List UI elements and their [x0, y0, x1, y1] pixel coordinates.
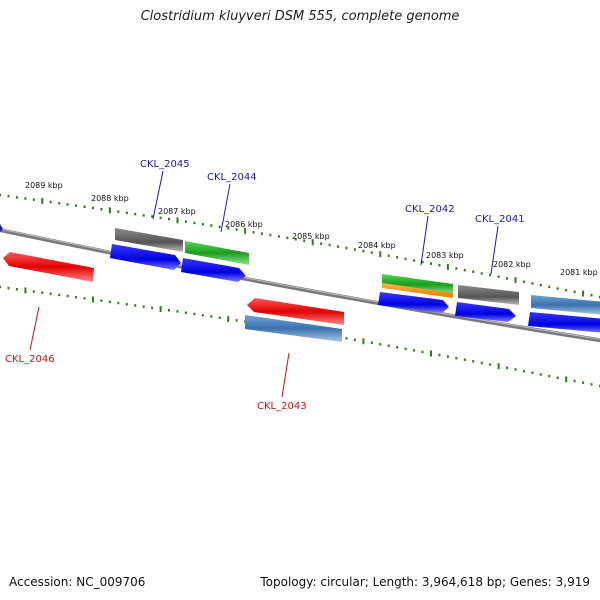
gene-label-ckl-2046[interactable]: CKL_2046 [5, 354, 55, 365]
gene-ckl-2044-upper[interactable] [185, 241, 249, 265]
genes-lower [3, 252, 344, 342]
gene-label-ckl-2043[interactable]: CKL_2043 [257, 401, 307, 412]
kbp-label-2087: 2087 kbp [158, 207, 196, 216]
genome-title: Clostridium kluyveri DSM 555, complete g… [140, 9, 460, 24]
leader-ckl-2044 [220, 183, 231, 233]
kbp-label-2089: 2089 kbp [25, 181, 63, 190]
kbp-label-2085: 2085 kbp [292, 232, 330, 241]
gene-ckl-2041-upper[interactable] [458, 285, 519, 305]
kbp-label-2081: 2081 kbp [560, 268, 598, 277]
gene-arrow-ckl-2043[interactable] [247, 298, 344, 325]
gene-arrow-ckl-2045[interactable] [110, 244, 181, 270]
gene-edge-fragment [0, 224, 3, 232]
kbp-label-2086: 2086 kbp [225, 220, 263, 229]
leader-ckl-2043 [281, 352, 290, 398]
genome-backbone [0, 228, 600, 343]
gene-ckl-2042-upper[interactable] [382, 274, 453, 295]
gene-ckl-2045-upper[interactable] [115, 228, 183, 252]
label-leaders [29, 170, 499, 398]
gene-ckl-2043-steel[interactable] [245, 315, 342, 342]
genes-blue-arrows [110, 244, 600, 333]
kbp-labels: 2089 kbp 2088 kbp 2087 kbp 2086 kbp 2085… [25, 181, 598, 277]
gene-labels: CKL_2045 CKL_2044 CKL_2042 CKL_2041 CKL_… [5, 159, 525, 412]
kbp-label-2082: 2082 kbp [493, 260, 531, 269]
gene-arrow-ckl-2041[interactable] [455, 302, 516, 322]
genome-summary-text: Topology: circular; Length: 3,964,618 bp… [260, 575, 590, 589]
genome-backbone-highlight [0, 228, 600, 340]
gene-arrow-ckl-2044[interactable] [181, 258, 246, 282]
kbp-label-2088: 2088 kbp [91, 194, 129, 203]
accession-text: Accession: NC_009706 [9, 575, 146, 589]
gene-label-ckl-2045[interactable]: CKL_2045 [140, 159, 190, 170]
gene-label-ckl-2044[interactable]: CKL_2044 [207, 172, 257, 183]
gene-arrow-ckl-2046[interactable] [3, 252, 94, 282]
leader-ckl-2041 [490, 225, 499, 275]
gene-ckl-2042-orange[interactable] [382, 283, 453, 298]
tick-row-upper [0, 193, 600, 299]
leader-ckl-2045 [152, 170, 164, 220]
leader-ckl-2046 [29, 306, 40, 351]
gene-arrow-ckl-2042[interactable] [378, 292, 449, 313]
gene-upper-right[interactable] [531, 295, 600, 315]
kbp-label-2084: 2084 kbp [358, 241, 396, 250]
kbp-label-2083: 2083 kbp [426, 251, 464, 260]
genes-upper [115, 228, 600, 315]
gene-label-ckl-2041[interactable]: CKL_2041 [475, 214, 525, 225]
gene-label-ckl-2042[interactable]: CKL_2042 [405, 204, 455, 215]
leader-ckl-2042 [420, 215, 429, 266]
gene-arrow-right[interactable] [528, 312, 600, 333]
